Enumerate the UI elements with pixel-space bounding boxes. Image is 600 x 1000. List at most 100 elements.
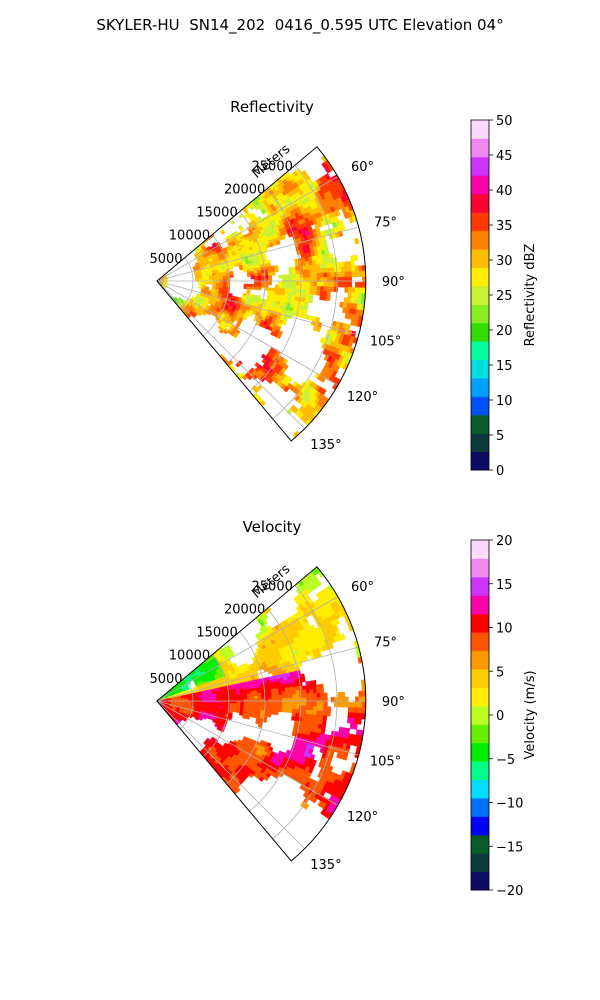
radar-cell xyxy=(295,292,300,298)
azimuth-spoke xyxy=(156,226,359,282)
radar-cell xyxy=(227,716,232,721)
radar-cell xyxy=(313,701,318,707)
radar-cell xyxy=(357,712,363,720)
azimuth-spoke xyxy=(156,176,339,282)
radar-cell xyxy=(253,286,258,291)
radar-cell xyxy=(288,270,293,275)
radar-cell xyxy=(226,697,231,700)
radar-cell xyxy=(274,711,279,716)
radar-cell xyxy=(309,684,314,690)
radar-cell xyxy=(226,701,231,704)
radar-cell xyxy=(289,701,293,706)
radar-cell xyxy=(284,687,290,692)
colorbar: 0 5 10 15 20 25 30 35 40 45 50 Reflectivity dBZ xyxy=(470,114,538,479)
range-ring xyxy=(226,211,266,365)
radar-cell xyxy=(350,292,356,299)
colorbar-tick-label: 5 xyxy=(496,665,504,680)
radar-cell xyxy=(274,291,279,296)
radar-cell xyxy=(347,712,352,719)
colorbar-tick-label: 40 xyxy=(496,184,513,199)
radar-cell xyxy=(306,701,311,707)
radar-cell xyxy=(275,701,280,706)
radar-cell xyxy=(226,281,231,284)
radar-cell xyxy=(262,619,268,625)
radar-cell xyxy=(326,262,331,269)
radar-cell xyxy=(243,693,248,698)
colorbar-segment xyxy=(471,156,489,176)
radar-cell xyxy=(323,706,328,712)
radar-cell xyxy=(250,703,255,708)
radar-cell xyxy=(267,275,273,279)
colorbar-segment xyxy=(471,285,489,305)
radar-cell xyxy=(344,271,349,278)
radar-cell xyxy=(302,273,307,279)
radar-cell xyxy=(274,284,279,289)
radar-cell xyxy=(291,288,297,294)
radar-cell xyxy=(252,714,258,719)
radar-cell xyxy=(340,266,345,273)
radar-cell xyxy=(302,701,307,707)
radar-cell xyxy=(206,311,211,316)
radar-cell xyxy=(285,701,290,706)
colorbar-segment xyxy=(471,576,489,596)
radar-cell xyxy=(182,718,186,722)
radar-cell xyxy=(274,694,280,699)
azimuth-tick-label: 105° xyxy=(370,755,401,770)
radar-cell xyxy=(228,266,233,270)
azimuth-tick-label: 120° xyxy=(347,390,378,405)
radar-cell xyxy=(315,714,321,720)
radar-cell xyxy=(201,312,207,317)
radar-cell xyxy=(362,276,366,283)
radar-cell xyxy=(327,281,332,288)
colorbar-segment xyxy=(471,230,489,250)
colorbar-segment xyxy=(471,797,489,817)
radar-cell xyxy=(257,695,262,700)
radar-cell xyxy=(229,701,234,704)
colorbar-segment xyxy=(471,193,489,213)
radar-cell xyxy=(295,273,300,279)
radar-cell xyxy=(302,281,307,287)
radar-cell xyxy=(312,264,317,270)
colorbar-tick-label: 15 xyxy=(496,578,513,593)
colorbar-segment xyxy=(471,724,489,744)
radar-cell xyxy=(250,690,255,695)
range-tick-label: 15000 xyxy=(196,206,237,221)
radar-cell xyxy=(319,683,324,689)
radar-cell xyxy=(253,273,259,277)
radar-cell xyxy=(291,292,296,298)
radar-cell xyxy=(316,706,321,712)
radar-cell xyxy=(295,266,300,271)
radar-cell xyxy=(231,264,236,268)
radar-cell xyxy=(261,701,266,705)
radar-cell xyxy=(311,796,318,804)
radar-cell xyxy=(337,691,342,698)
range-tick-label: 5000 xyxy=(149,252,182,267)
azimuth-tick-label: 60° xyxy=(351,580,374,595)
radar-cell xyxy=(187,682,192,686)
colorbar-segment xyxy=(471,267,489,287)
radar-cell xyxy=(268,701,272,706)
radar-cell xyxy=(257,701,262,705)
radar-cell xyxy=(205,282,210,285)
radar-cell xyxy=(301,293,307,299)
radar-cell xyxy=(281,687,286,692)
radar-cell xyxy=(305,685,310,691)
range-ring xyxy=(203,654,230,757)
radar-cell xyxy=(302,685,307,691)
radar-cell xyxy=(323,701,328,707)
radar-cell xyxy=(340,271,346,278)
radar-cell xyxy=(276,333,282,339)
radar-cell xyxy=(302,265,307,271)
colorbar-segment xyxy=(471,396,489,416)
radar-cell xyxy=(302,709,307,715)
radar-cell xyxy=(254,701,259,705)
radar-cell xyxy=(267,378,274,385)
radar-cell xyxy=(250,270,255,275)
colorbar-tick-label: 5 xyxy=(496,429,504,444)
colorbar-segment xyxy=(471,558,489,578)
radar-cell xyxy=(281,704,286,709)
radar-cell xyxy=(260,272,266,277)
radar-cell xyxy=(295,285,300,290)
radar-cell xyxy=(278,288,283,293)
radar-cell xyxy=(247,701,252,705)
